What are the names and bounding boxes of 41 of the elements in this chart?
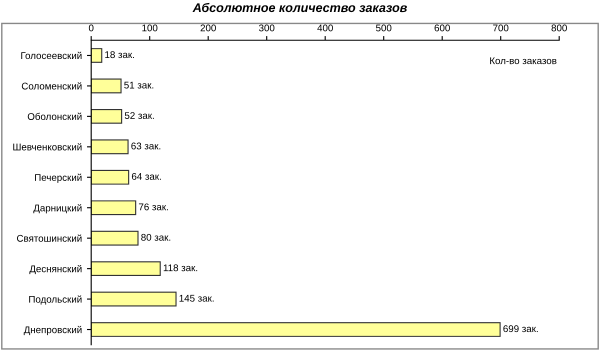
x-tick-label: 600 [434, 24, 450, 32]
bar [91, 200, 136, 216]
y-tick-label: Шевченковский [13, 143, 82, 150]
chart-title: Абсолютное количество заказов [192, 2, 407, 12]
y-tick-label: Святошинский [17, 234, 82, 242]
x-tick-label: 200 [200, 24, 216, 32]
data-label: 118 зак. [164, 264, 198, 272]
y-tick-label: Подольский [29, 295, 82, 305]
data-label: 699 зак. [503, 325, 538, 332]
x-tick-label: 100 [142, 24, 158, 32]
bar [91, 230, 139, 246]
bar [91, 139, 129, 154]
data-label: 63 зак. [131, 142, 160, 150]
y-tick-label: Оболонский [28, 112, 82, 120]
data-label: 52 зак. [124, 112, 154, 119]
bar [91, 261, 161, 276]
x-tick-label: 400 [317, 24, 333, 32]
bar [91, 292, 177, 306]
bar [91, 322, 501, 337]
y-tick-label: Голосеевский [21, 52, 82, 60]
data-label: 51 зак. [124, 82, 154, 89]
y-tick-label: Печерский [35, 174, 82, 183]
x-tick-label: 300 [258, 24, 274, 32]
y-tick-label: Деснянский [29, 264, 82, 274]
x-tick-label: 0 [88, 24, 94, 32]
bar [91, 108, 122, 124]
data-label: 145 зак. [180, 294, 214, 302]
x-tick-label: 700 [493, 24, 508, 32]
data-label: 18 зак. [105, 51, 134, 58]
x-tick-label: 800 [552, 24, 567, 32]
x-axis-title: Кол-во заказов [490, 57, 556, 64]
data-label: 76 зак. [138, 203, 168, 210]
x-tick-label: 500 [376, 24, 392, 32]
data-label: 64 зак. [132, 173, 161, 180]
bar [91, 48, 102, 63]
bar [91, 170, 130, 185]
y-tick-label: Днепровский [24, 326, 82, 336]
bar [91, 78, 122, 94]
y-tick-label: Соломенский [22, 82, 82, 90]
y-tick-label: Дарницкий [33, 204, 82, 214]
data-label: 80 зак. [141, 234, 170, 241]
